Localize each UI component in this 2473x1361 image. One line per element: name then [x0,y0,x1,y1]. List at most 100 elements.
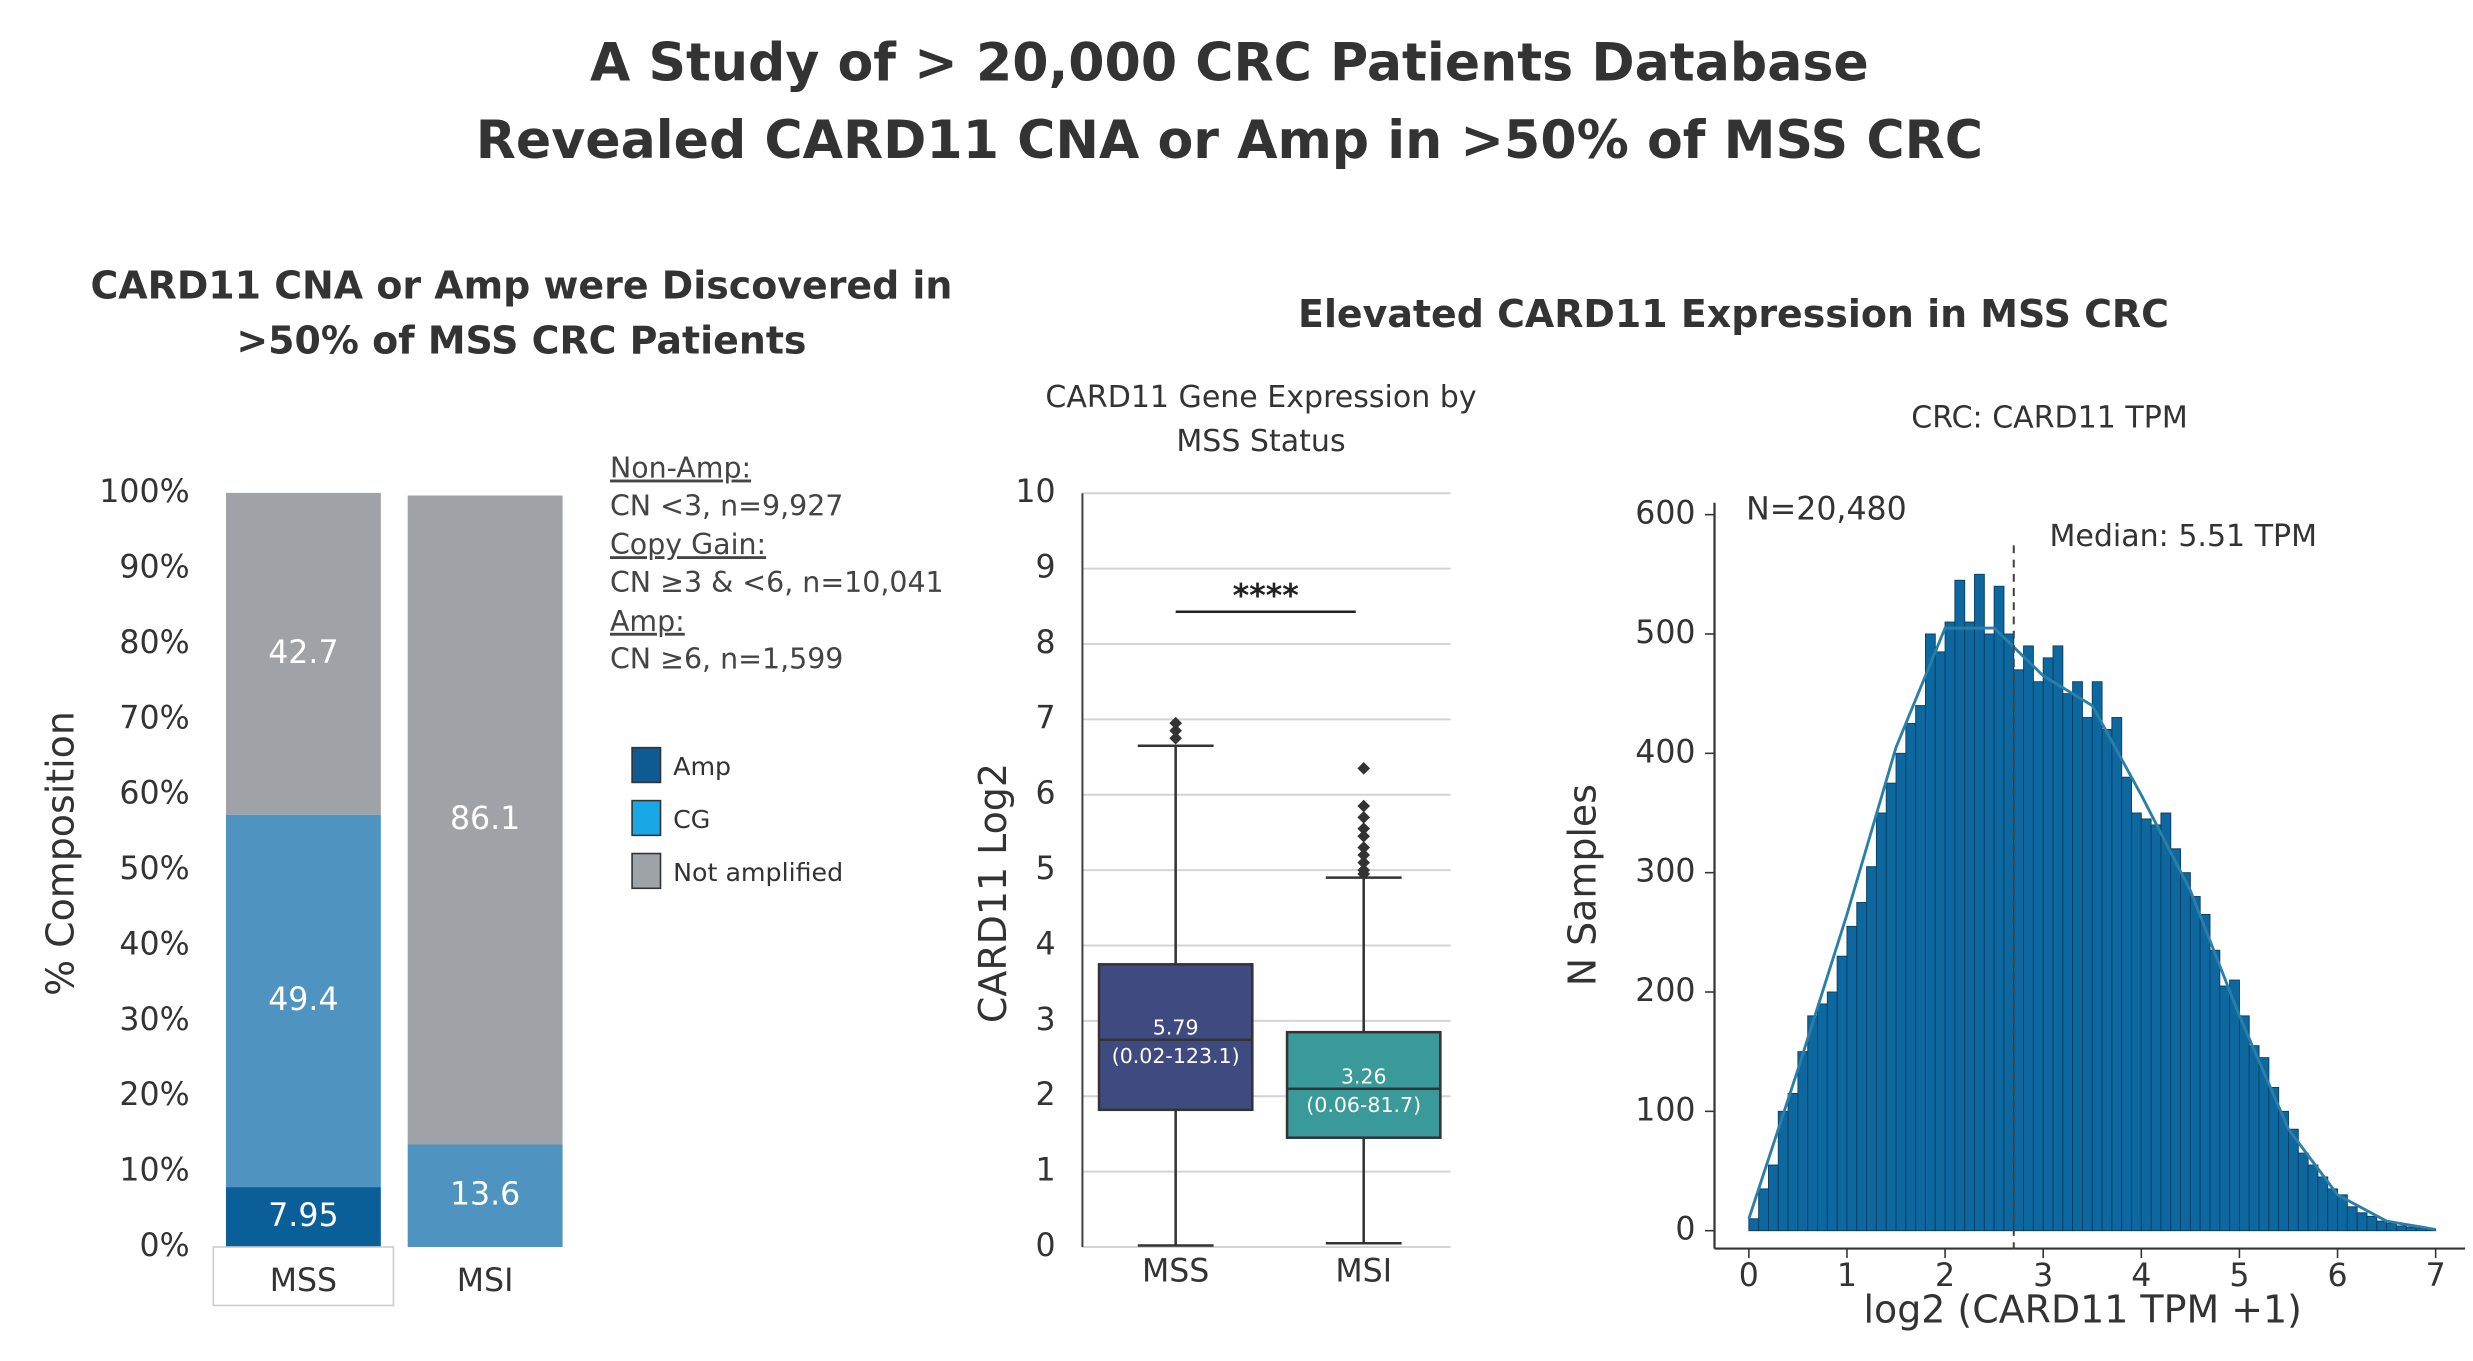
x-tick-label: 4 [2131,1258,2151,1294]
y-axis-label: N Samples [1560,784,1604,986]
histogram-bar [2160,812,2172,1232]
chart-title: CRC: CARD11 TPM [1911,400,2187,435]
y-tick-label: 100% [99,474,189,510]
histogram-bar [1787,1092,1799,1232]
histogram-bar [2317,1176,2329,1232]
histogram-bar [2366,1215,2378,1232]
histogram-bar [1817,1003,1828,1232]
x-tick-label: MSS [1142,1253,1209,1289]
y-tick-label: 8 [1035,625,1055,661]
y-tick-label: 10 [1015,474,1055,510]
histogram-bar [2140,818,2152,1232]
x-tick-label: 6 [2327,1258,2347,1294]
category-frame [212,1246,395,1307]
significance-label: **** [1233,579,1299,615]
note-heading: Amp: [610,605,685,638]
legend-label: Not amplified [673,858,843,887]
legend-swatch [631,799,662,837]
histogram-bar [1758,1188,1769,1232]
outlier [1169,724,1182,737]
x-tick-label: 7 [2426,1258,2446,1294]
legend-swatch [631,746,662,784]
histogram-bar [2003,633,2015,1232]
histogram-bar [2405,1226,2417,1232]
histogram-bar [1944,621,1956,1232]
chart-title: CARD11 Gene Expression by [1045,380,1476,415]
outlier [1357,841,1371,854]
histogram-bar [1807,1015,1819,1232]
histogram-bar [1983,633,1995,1232]
histogram-bar [2268,1087,2280,1232]
y-axis-label: % Composition [39,711,83,996]
x-tick-label: 5 [2229,1258,2249,1294]
note-text: CN <3, n=9,927 [610,489,843,522]
box-label: 5.79 [1153,1016,1199,1040]
histogram-bar [1826,991,1838,1232]
y-tick-label: 4 [1035,926,1055,962]
bar-segment [407,1144,563,1247]
histogram-bar [1954,579,1966,1232]
section-title: Elevated CARD11 Expression in MSS CRC [1298,292,2169,336]
histogram-bar [2219,985,2231,1232]
outlier [1357,799,1371,813]
y-tick-label: 100 [1635,1092,1695,1128]
note-text: CN ≥3 & <6, n=10,041 [610,566,944,599]
legend-label: Amp [673,752,731,781]
note-text: CN ≥6, n=1,599 [610,643,843,676]
chart-title: MSS Status [1176,424,1345,459]
x-tick-label: MSI [1335,1253,1392,1289]
x-tick-label: MSI [457,1263,514,1299]
histogram-bar [2307,1164,2319,1232]
page-title: A Study of > 20,000 CRC Patients Databas… [590,34,1869,94]
histogram-bar [1836,955,1848,1232]
outlier [1357,848,1371,862]
histogram-bar [1934,651,1946,1232]
histogram-bar [1964,621,1975,1232]
histogram-bar [2101,728,2113,1232]
y-tick-label: 0 [1035,1228,1055,1264]
histogram-bar [2189,896,2201,1232]
histogram-bar [2229,979,2240,1232]
legend-swatch [631,852,662,890]
histogram-bar [1885,782,1897,1232]
histogram-bar [1924,633,1936,1232]
histogram-bar [2170,848,2182,1232]
histogram-bar [1875,812,1887,1232]
bar-segment [225,492,381,815]
bar-segment [225,814,381,1188]
histogram-bar [2288,1128,2299,1232]
histogram-bar [1905,723,1917,1232]
histogram-bar [1856,902,1868,1232]
y-tick-label: 600 [1635,496,1695,532]
outlier [1169,716,1182,730]
outlier [1357,762,1371,775]
histogram-bar [2150,824,2162,1232]
histogram-bar [1974,573,1985,1232]
x-tick-label: 1 [1837,1258,1857,1294]
histogram-bar [1767,1164,1779,1232]
box-range-label: (0.06-81.7) [1306,1093,1421,1117]
histogram-bar [2042,657,2054,1232]
y-tick-label: 9 [1035,550,1055,586]
box [1097,963,1254,1112]
histogram-bar [2121,776,2132,1232]
histogram-bar [2072,681,2083,1232]
histogram-bar [2032,681,2044,1232]
y-tick-label: 7 [1035,700,1055,736]
note-heading: Non-Amp: [610,452,751,485]
annotation: Median: 5.51 TPM [2050,519,2318,554]
y-tick-label: 200 [1635,973,1695,1009]
histogram-bar [2376,1220,2388,1232]
histogram-bar [2013,669,2025,1232]
histogram-bar [1797,1051,1809,1232]
histogram-bar [2081,717,2093,1232]
section-title: CARD11 CNA or Amp were Discovered in [90,263,952,307]
x-axis-label: log2 (CARD11 TPM +1) [1863,1287,2301,1331]
x-tick-label: MSS [270,1263,337,1299]
section-title: >50% of MSS CRC Patients [236,319,806,363]
x-tick-label: 3 [2033,1258,2053,1294]
y-tick-label: 70% [119,700,189,736]
histogram-bar [1993,585,2005,1232]
y-tick-label: 50% [119,851,189,887]
